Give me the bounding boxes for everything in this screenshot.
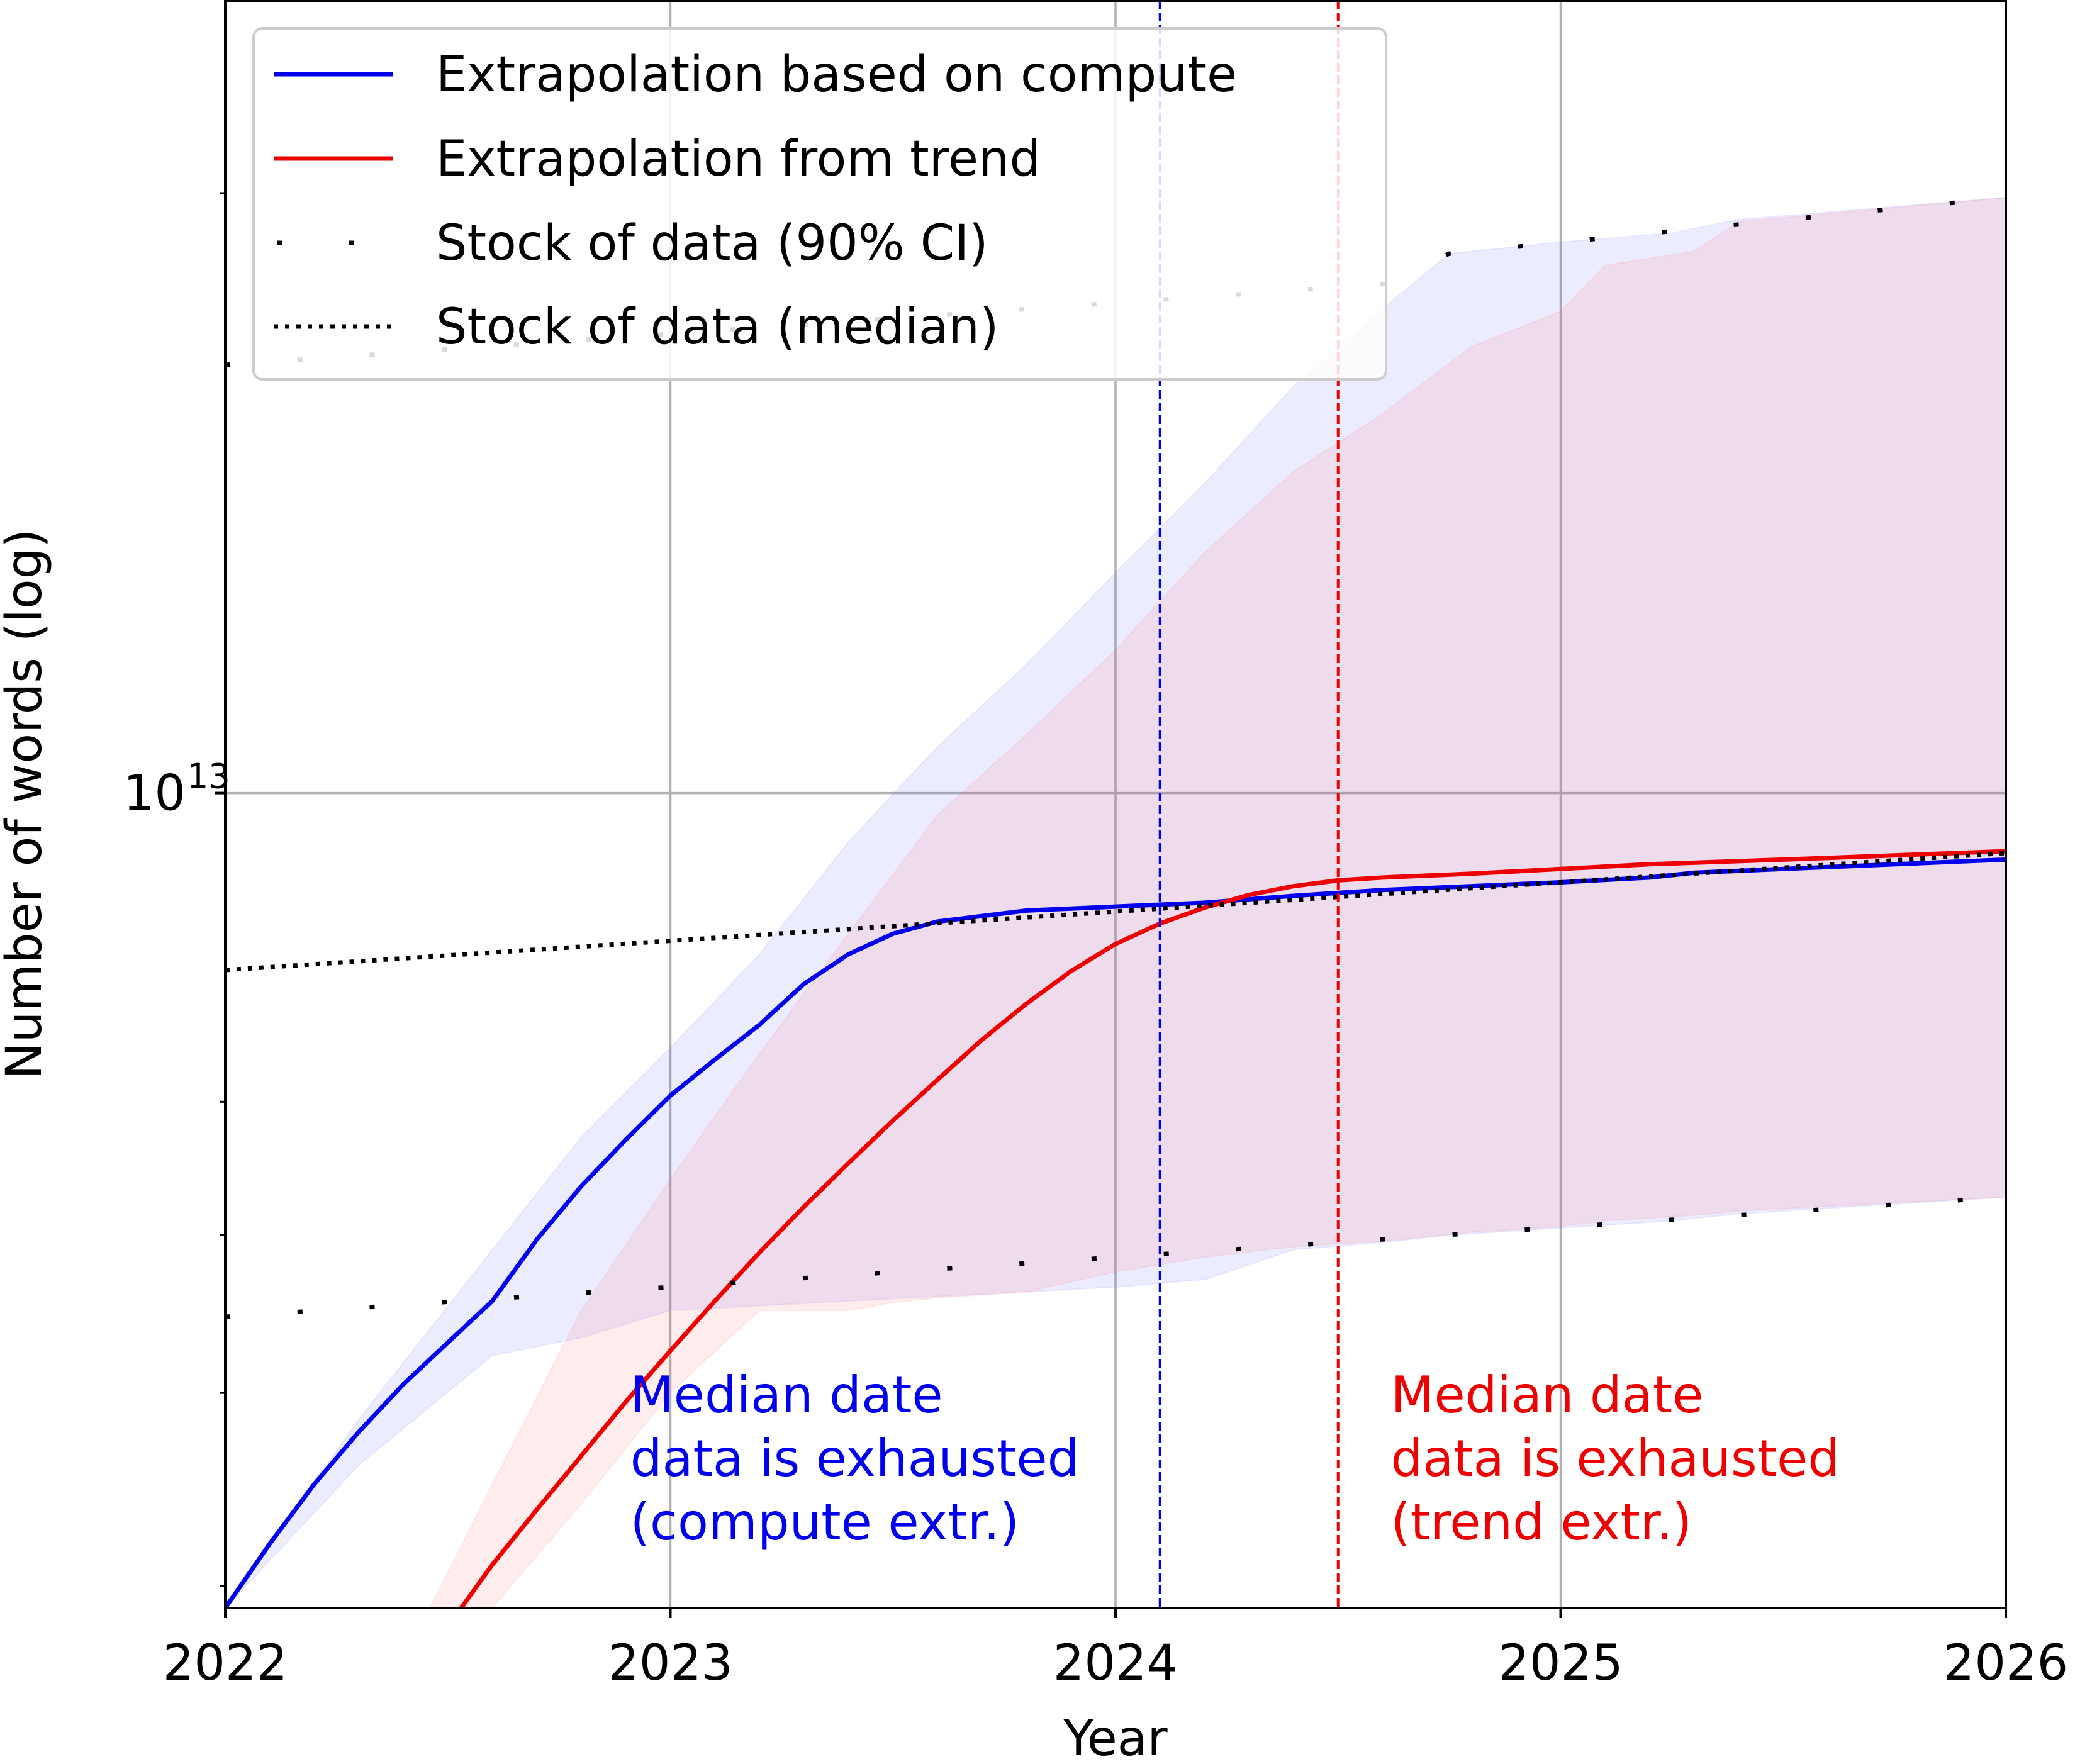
confidence-band <box>225 196 2006 1608</box>
x-tick-label: 2026 <box>1944 1635 2069 1692</box>
annotations: Median date data is exhausted (compute ext… <box>630 1366 1840 1551</box>
legend-label: Extrapolation from trend <box>436 131 1041 187</box>
annotation-line: data is exhausted <box>630 1429 1080 1488</box>
x-tick-label: 2024 <box>1053 1635 1178 1692</box>
annotation-line: Median date <box>1391 1366 1704 1424</box>
annotation-line: Median date <box>630 1366 943 1424</box>
annotation-line: data is exhausted <box>1391 1429 1840 1488</box>
x-tick-label: 2023 <box>608 1635 733 1692</box>
x-tick-label: 2025 <box>1498 1635 1623 1692</box>
trend-exhaustion-annotation: Median date data is exhausted (trend extr.… <box>1391 1366 1840 1551</box>
legend-label: Stock of data (median) <box>436 299 998 355</box>
y-tick-label: 10 <box>123 766 186 822</box>
trend-extrapolation-line <box>459 849 2006 1608</box>
legend: Extrapolation based on compute Extrapolat… <box>252 27 1387 381</box>
annotation-line: (compute extr.) <box>630 1493 1019 1551</box>
annotation-line: (trend extr.) <box>1391 1493 1692 1551</box>
legend-box <box>252 27 1387 381</box>
x-axis-label: Year <box>1063 1711 1168 1764</box>
y-tick-exponent: 13 <box>187 757 230 796</box>
compute-exhaustion-annotation: Median date data is exhausted (compute ext… <box>630 1366 1080 1551</box>
legend-label: Extrapolation based on compute <box>436 47 1237 103</box>
stock-median-line <box>225 851 2006 973</box>
y-axis-label: Number of words (log) <box>0 528 53 1079</box>
x-tick-label: 2022 <box>163 1635 288 1692</box>
legend-label: Stock of data (90% CI) <box>436 215 988 272</box>
